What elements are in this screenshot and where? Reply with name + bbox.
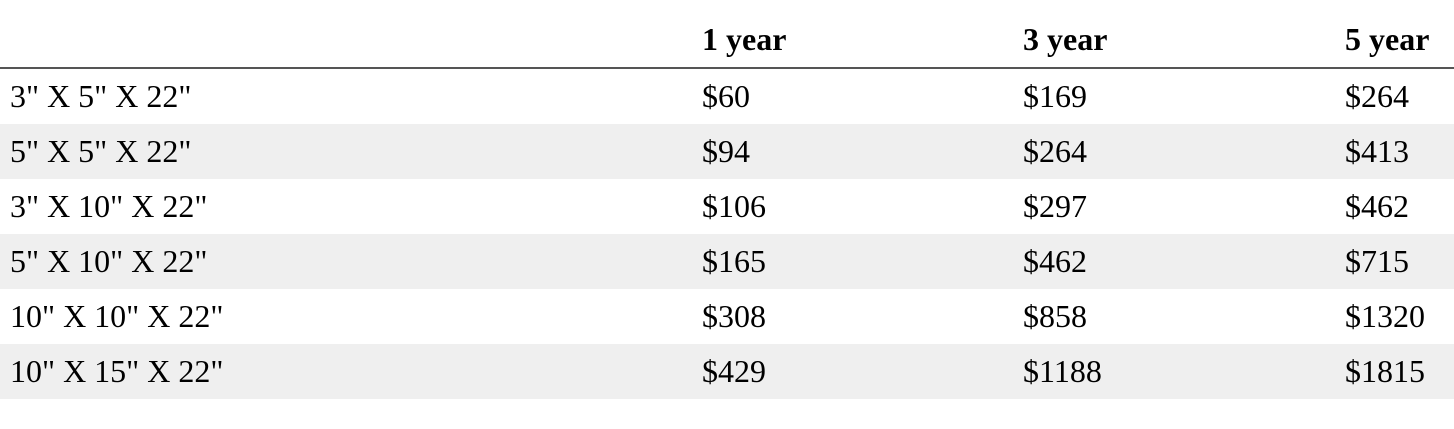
price-cell: $94 [702, 133, 750, 169]
price-cell: $264 [1023, 133, 1087, 169]
price-cell: $462 [1023, 243, 1087, 279]
price-table: 1 year 3 year 5 year 3" X 5" X 22" $60 $169 $… [0, 12, 1454, 399]
table-row: 5" X 10" X 22" $165 $462 $715 [0, 234, 1454, 289]
price-cell: $308 [702, 298, 766, 334]
price-cell: $413 [1345, 133, 1409, 169]
price-cell: $169 [1023, 78, 1087, 114]
header-cell: 1 year [692, 12, 1013, 69]
price-cell: $264 [1345, 78, 1409, 114]
price-cell: $1320 [1345, 298, 1425, 334]
price-cell: $462 [1345, 188, 1409, 224]
header-row: 1 year 3 year 5 year [0, 12, 1454, 69]
price-cell: $1188 [1023, 353, 1102, 389]
price-cell: $60 [702, 78, 750, 114]
price-cell: $715 [1345, 243, 1409, 279]
table-row: 3" X 5" X 22" $60 $169 $264 [0, 68, 1454, 124]
header-cell: 3 year [1013, 12, 1335, 69]
price-cell: $858 [1023, 298, 1087, 334]
price-cell: $1815 [1345, 353, 1425, 389]
table-body: 3" X 5" X 22" $60 $169 $264 5" X 5" X 22" $94… [0, 68, 1454, 399]
size-cell: 3" X 10" X 22" [10, 188, 208, 224]
header-cell [0, 12, 692, 69]
price-cell: $165 [702, 243, 766, 279]
table-row: 5" X 5" X 22" $94 $264 $413 [0, 124, 1454, 179]
size-cell: 10" X 15" X 22" [10, 353, 224, 389]
table-row: 10" X 10" X 22" $308 $858 $1320 [0, 289, 1454, 344]
table-row: 10" X 15" X 22" $429 $1188 $1815 [0, 344, 1454, 399]
price-cell: $297 [1023, 188, 1087, 224]
size-cell: 5" X 10" X 22" [10, 243, 208, 279]
header-cell: 5 year [1335, 12, 1454, 69]
price-cell: $429 [702, 353, 766, 389]
price-cell: $106 [702, 188, 766, 224]
size-cell: 5" X 5" X 22" [10, 133, 192, 169]
size-cell: 3" X 5" X 22" [10, 78, 192, 114]
table-header: 1 year 3 year 5 year [0, 12, 1454, 69]
table-row: 3" X 10" X 22" $106 $297 $462 [0, 179, 1454, 234]
size-cell: 10" X 10" X 22" [10, 298, 224, 334]
